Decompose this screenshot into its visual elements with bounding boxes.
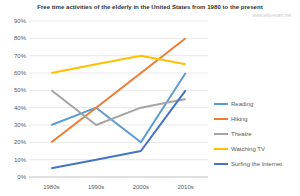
legend-label: Reading — [231, 101, 253, 107]
y-tick-label: 80% — [14, 35, 27, 41]
legend-label: Hiking — [231, 116, 248, 122]
series-line — [51, 90, 185, 168]
legend-label: Surfing the Internet — [231, 161, 282, 167]
legend-swatch — [214, 118, 228, 120]
watermark: www.ielts-exam.net — [253, 13, 293, 18]
grid-line — [29, 21, 208, 22]
y-tick-label: 60% — [14, 70, 27, 76]
x-tick-label: 1990s — [88, 184, 104, 190]
y-tick-label: 10% — [14, 157, 27, 163]
title: Free time activities of the elderly in t… — [37, 3, 263, 10]
grid-line — [29, 177, 208, 178]
chart-svg: Free time activities of the elderly in t… — [0, 0, 300, 196]
x-axis-line — [29, 177, 208, 178]
legend-swatch — [214, 103, 228, 105]
chart-container: Free time activities of the elderly in t… — [0, 0, 300, 196]
x-tick-label: 2010s — [177, 184, 193, 190]
y-tick-label: 40% — [14, 105, 27, 111]
grid-line — [29, 159, 208, 160]
legend-label: Watching TV — [231, 146, 265, 152]
legend-swatch — [214, 133, 228, 135]
y-tick-label: 30% — [14, 122, 27, 128]
series-line — [51, 90, 185, 125]
y-tick-label: 90% — [14, 18, 27, 24]
y-tick-label: 50% — [14, 87, 27, 93]
series-line — [51, 56, 185, 73]
grid-line — [29, 142, 208, 143]
series-line — [51, 73, 185, 142]
grid-line — [29, 38, 208, 39]
y-tick-label: 20% — [14, 139, 27, 145]
x-tick-label: 1980s — [43, 184, 59, 190]
grid-line — [29, 107, 208, 108]
grid-line — [29, 55, 208, 56]
legend-swatch — [214, 163, 228, 165]
legend-label: Theatre — [231, 131, 252, 137]
y-tick-label: 70% — [14, 53, 27, 59]
legend-swatch — [214, 148, 228, 150]
y-tick-label: 0% — [17, 174, 26, 180]
plot-area — [51, 38, 185, 168]
series-line — [51, 38, 185, 142]
x-tick-label: 2000s — [133, 184, 149, 190]
